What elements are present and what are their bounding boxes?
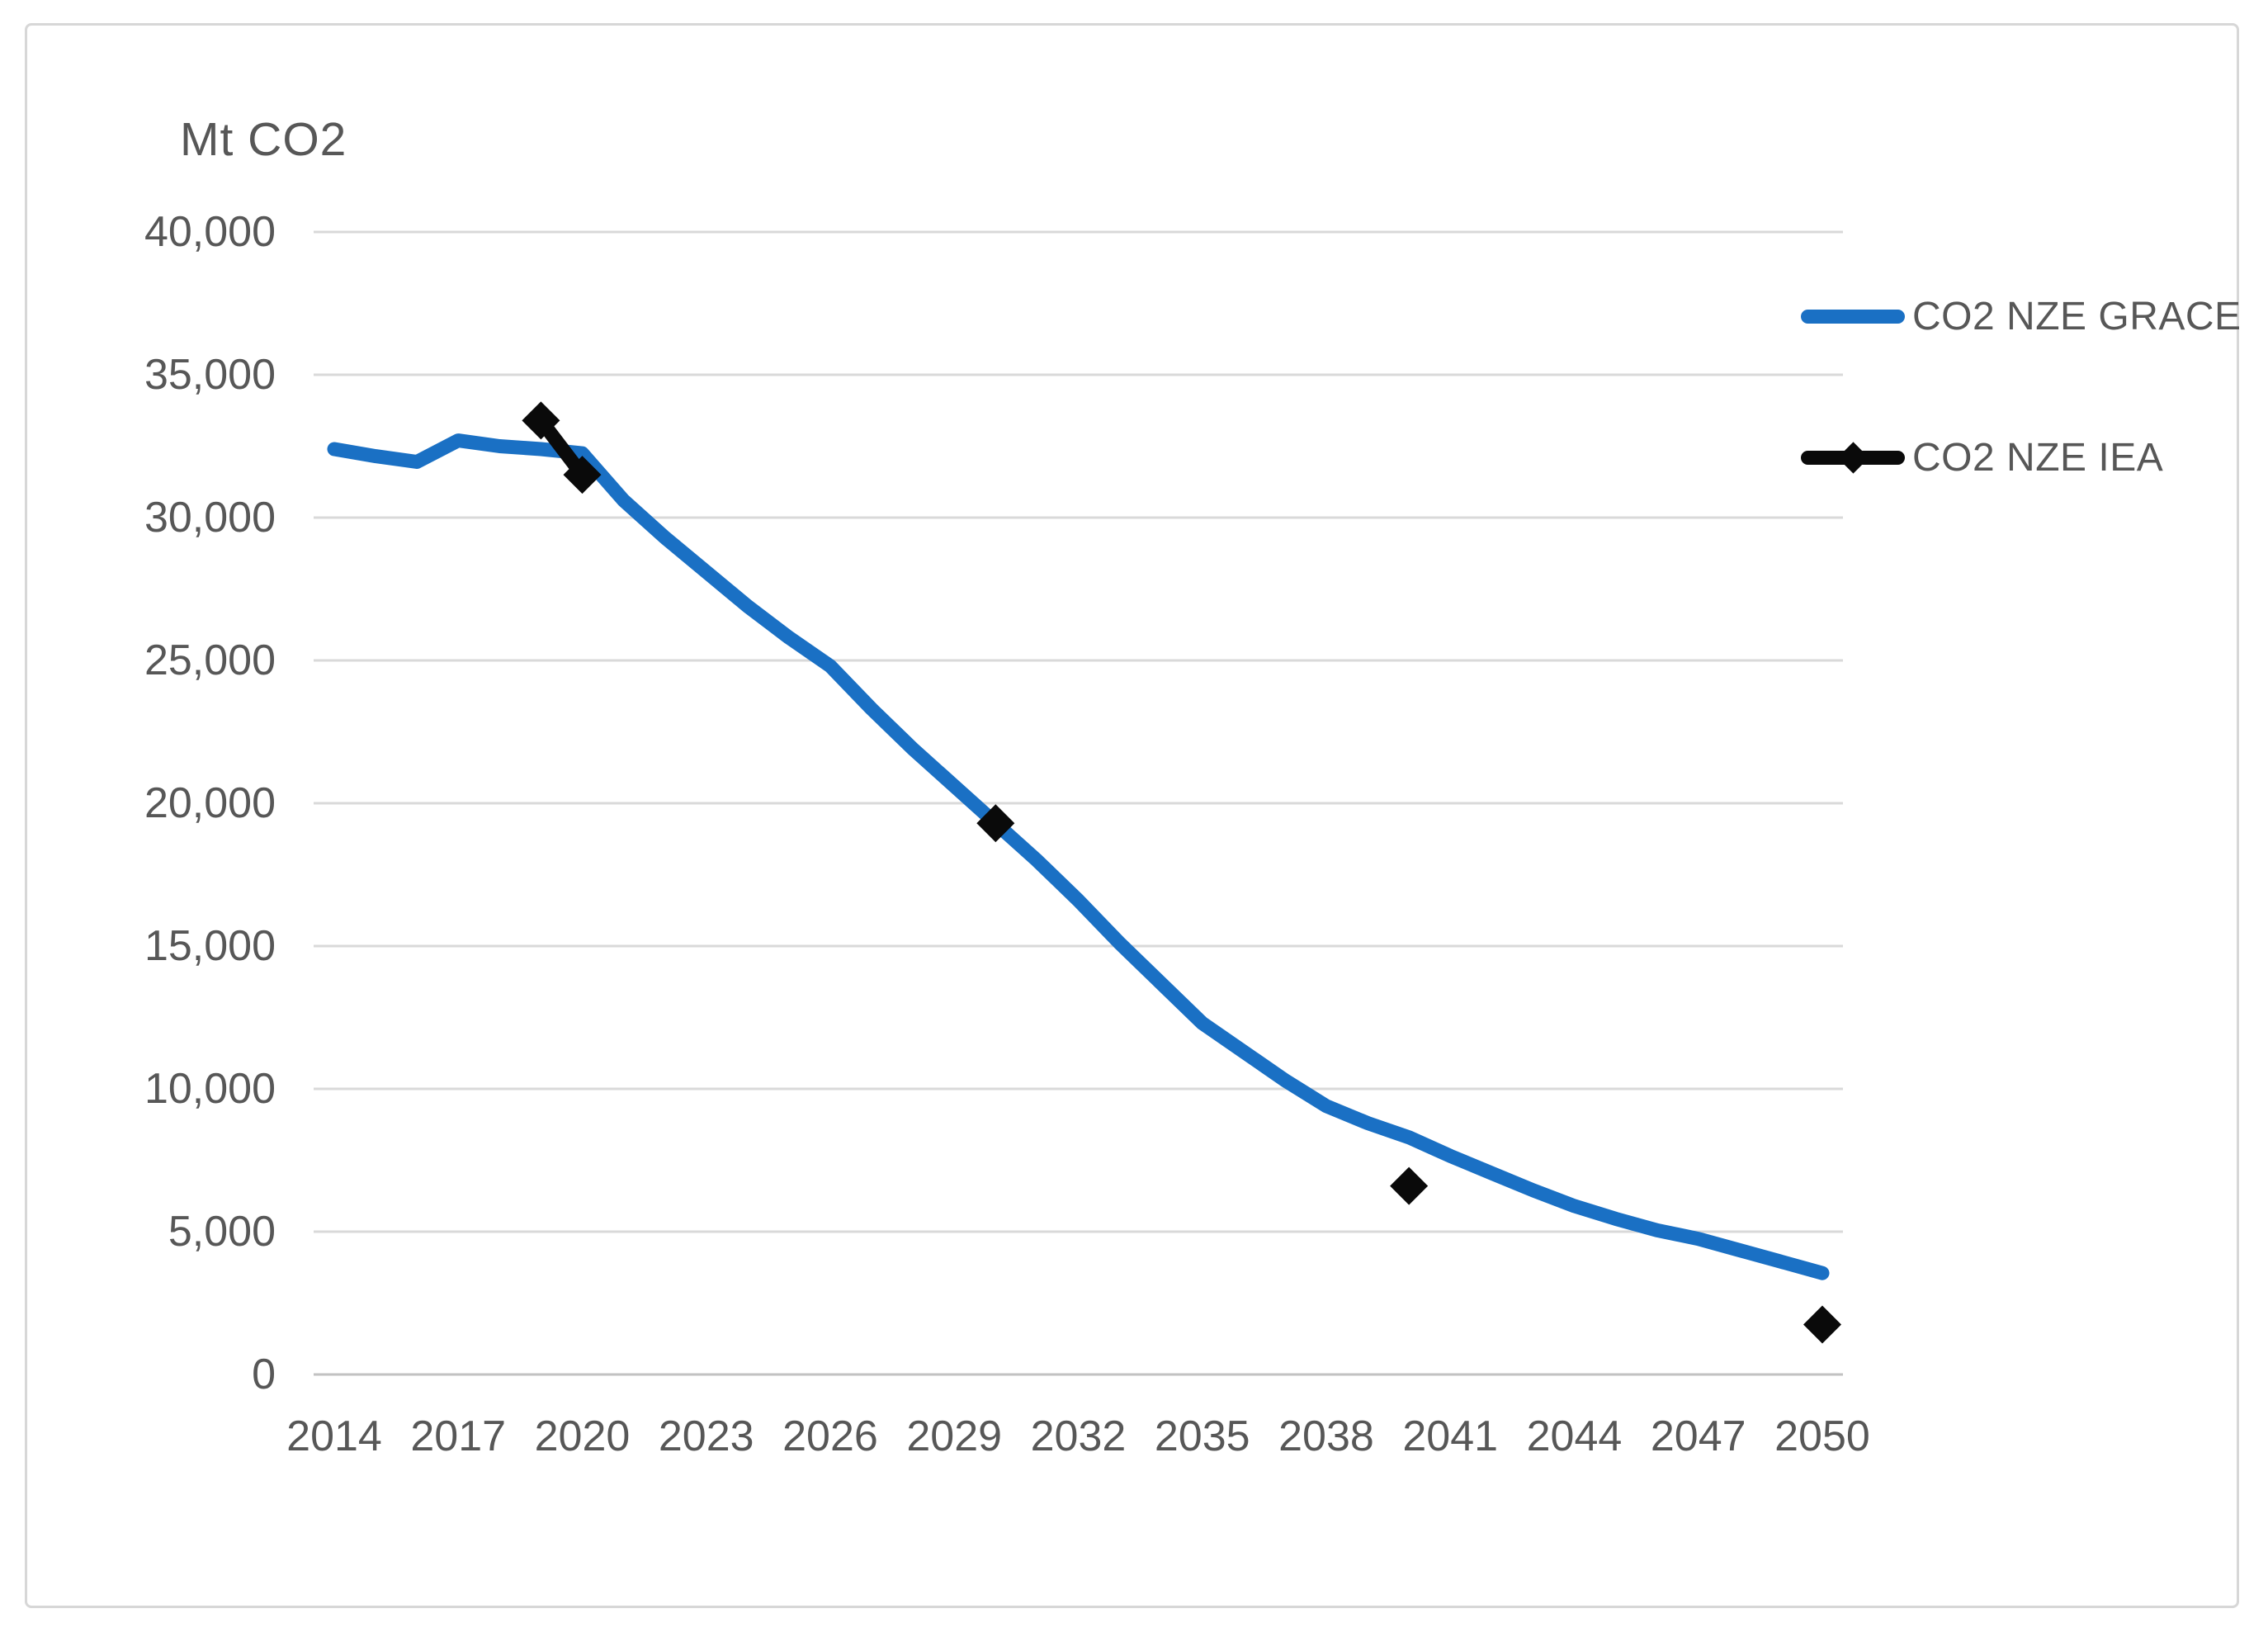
- y-axis-title: Mt CO2: [180, 113, 347, 166]
- y-tick-label: 25,000: [144, 636, 276, 684]
- iea-diamond-marker: [1390, 1166, 1429, 1205]
- iea-diamond-legend-marker-icon: [1801, 441, 1905, 474]
- legend-item-grace: CO2 NZE GRACE: [1801, 290, 2242, 343]
- y-tick-label: 15,000: [144, 922, 276, 970]
- y-tick-label: 5,000: [168, 1208, 276, 1256]
- y-tick-label: 30,000: [144, 494, 276, 542]
- x-tick-label: 2026: [782, 1412, 878, 1460]
- x-tick-label: 2044: [1526, 1412, 1623, 1460]
- iea-diamond-marker: [1803, 1305, 1841, 1344]
- x-tick-label: 2035: [1154, 1412, 1250, 1460]
- iea-diamond-marker: [976, 804, 1015, 843]
- x-tick-label: 2017: [410, 1412, 507, 1460]
- x-tick-label: 2032: [1030, 1412, 1127, 1460]
- iea-diamond-marker: [563, 456, 602, 494]
- x-tick-label: 2014: [286, 1412, 382, 1460]
- x-tick-label: 2023: [658, 1412, 754, 1460]
- x-tick-label: 2038: [1278, 1412, 1374, 1460]
- y-tick-label: 20,000: [144, 779, 276, 827]
- y-tick-label: 35,000: [144, 351, 276, 399]
- chart-frame-border: [25, 23, 2239, 1608]
- legend-item-iea: CO2 NZE IEA: [1801, 431, 2163, 484]
- y-tick-label: 10,000: [144, 1065, 276, 1113]
- iea-diamond-marker: [522, 401, 560, 440]
- x-tick-label: 2047: [1650, 1412, 1746, 1460]
- legend-label-iea: CO2 NZE IEA: [1912, 435, 2164, 480]
- y-tick-label: 0: [252, 1351, 276, 1398]
- diamond-icon: [1836, 441, 1869, 474]
- legend-label-grace: CO2 NZE GRACE: [1912, 294, 2242, 338]
- grace-line-legend-marker-icon: [1801, 309, 1905, 324]
- x-tick-label: 2041: [1402, 1412, 1499, 1460]
- grace-series-line: [327, 433, 1830, 1280]
- y-tick-label: 40,000: [144, 208, 276, 256]
- x-tick-label: 2050: [1774, 1412, 1870, 1460]
- x-tick-label: 2020: [534, 1412, 631, 1460]
- x-tick-label: 2029: [906, 1412, 1003, 1460]
